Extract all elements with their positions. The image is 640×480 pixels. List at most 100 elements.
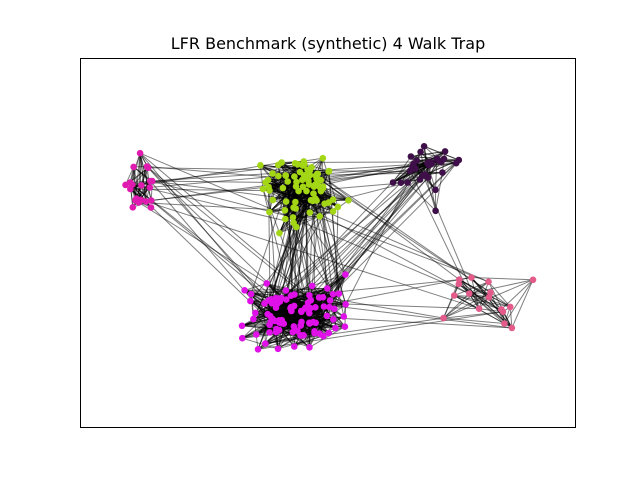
network-edge — [328, 171, 340, 294]
network-node-right-pink — [450, 292, 458, 299]
network-node-lime — [295, 187, 302, 195]
network-edge — [257, 311, 504, 350]
network-node-magenta — [329, 290, 337, 298]
network-node-lime — [299, 183, 307, 190]
network-edge — [454, 281, 489, 296]
network-node-lime — [266, 187, 273, 194]
network-node-magenta — [297, 307, 305, 315]
network-node-dark-purple — [417, 148, 424, 156]
network-edge — [301, 177, 429, 313]
network-edge — [146, 166, 312, 301]
network-node-magenta — [302, 304, 310, 312]
network-node-magenta — [341, 323, 349, 331]
network-node-lime — [279, 184, 287, 192]
network-node-magenta — [297, 332, 304, 339]
network-node-magenta — [306, 344, 313, 351]
network-node-lime — [257, 162, 264, 169]
network-node-lime — [311, 181, 319, 188]
network-edge — [307, 302, 480, 310]
network-node-right-pink — [455, 280, 463, 288]
network-node-lime — [292, 198, 299, 206]
network-edge — [290, 188, 324, 296]
network-edge — [300, 189, 436, 326]
network-edge — [469, 279, 534, 294]
network-node-magenta — [252, 331, 260, 338]
network-node-dark-purple — [435, 157, 442, 164]
network-edge — [470, 277, 480, 309]
chart-title: LFR Benchmark (synthetic) 4 Walk Trap — [171, 34, 485, 53]
network-node-left-pink — [130, 163, 137, 171]
network-edge — [267, 175, 306, 315]
network-edge — [422, 175, 480, 309]
network-edge — [453, 295, 480, 310]
network-node-magenta — [264, 310, 272, 318]
network-edge — [309, 326, 346, 348]
network-node-lime — [284, 178, 292, 185]
network-node-magenta — [241, 287, 248, 294]
network-node-right-pink — [468, 274, 475, 281]
network-node-lime — [300, 158, 308, 165]
network-node-magenta — [308, 282, 316, 290]
network-edge — [138, 202, 306, 309]
network-edge — [250, 293, 280, 321]
network-edge — [322, 186, 328, 316]
network-node-lime — [302, 172, 309, 180]
network-node-lime — [306, 209, 314, 216]
network-node-dark-purple — [428, 160, 436, 167]
network-node-lime — [307, 196, 315, 204]
network-node-magenta — [254, 346, 262, 353]
network-node-left-pink — [148, 177, 156, 185]
network-node-magenta — [291, 343, 298, 350]
network-node-lime — [314, 176, 322, 183]
network-node-dark-purple — [404, 179, 411, 186]
network-edge — [293, 174, 307, 347]
network-edge — [278, 174, 426, 331]
network-node-magenta — [335, 290, 343, 298]
network-node-magenta — [324, 285, 331, 292]
network-node-right-pink — [466, 290, 473, 297]
network-edge — [307, 302, 512, 329]
network-node-right-pink — [440, 314, 447, 322]
network-node-magenta — [331, 305, 338, 313]
network-edge — [313, 186, 316, 334]
network-edge — [265, 312, 310, 345]
network-node-magenta — [307, 297, 315, 304]
plot-frame — [80, 58, 576, 428]
network-node-lime — [282, 172, 289, 179]
network-edge — [503, 279, 534, 324]
network-node-magenta — [342, 271, 349, 278]
network-node-lime — [329, 196, 337, 203]
network-edge — [285, 175, 306, 309]
network-node-lime — [329, 208, 337, 215]
network-node-left-pink — [127, 185, 134, 193]
network-node-magenta — [289, 328, 297, 336]
network-node-right-pink — [475, 305, 483, 313]
network-node-lime — [334, 203, 342, 211]
network-node-dark-purple — [440, 155, 448, 163]
network-node-magenta — [330, 316, 337, 323]
network-node-magenta — [273, 325, 280, 333]
network-node-magenta — [268, 296, 275, 303]
network-edge — [279, 151, 421, 302]
network-node-lime — [269, 196, 277, 204]
network-edge — [509, 306, 513, 328]
network-node-magenta — [319, 294, 327, 301]
network-edge — [324, 182, 408, 205]
network-node-dark-purple — [397, 179, 405, 186]
network-node-lime — [293, 223, 300, 231]
network-node-magenta — [312, 304, 319, 311]
network-node-left-pink — [147, 204, 155, 211]
network-node-lime — [325, 168, 332, 175]
network-edge — [317, 173, 460, 281]
network-node-magenta — [263, 280, 271, 287]
network-node-magenta — [325, 329, 333, 337]
network-node-lime — [296, 168, 304, 176]
network-node-dark-purple — [413, 157, 421, 164]
network-node-right-pink — [529, 276, 537, 284]
network-node-lime — [319, 183, 327, 190]
network-node-right-pink — [507, 303, 514, 311]
network-node-magenta — [274, 300, 281, 307]
network-node-magenta — [290, 302, 298, 310]
network-edge — [256, 322, 280, 335]
